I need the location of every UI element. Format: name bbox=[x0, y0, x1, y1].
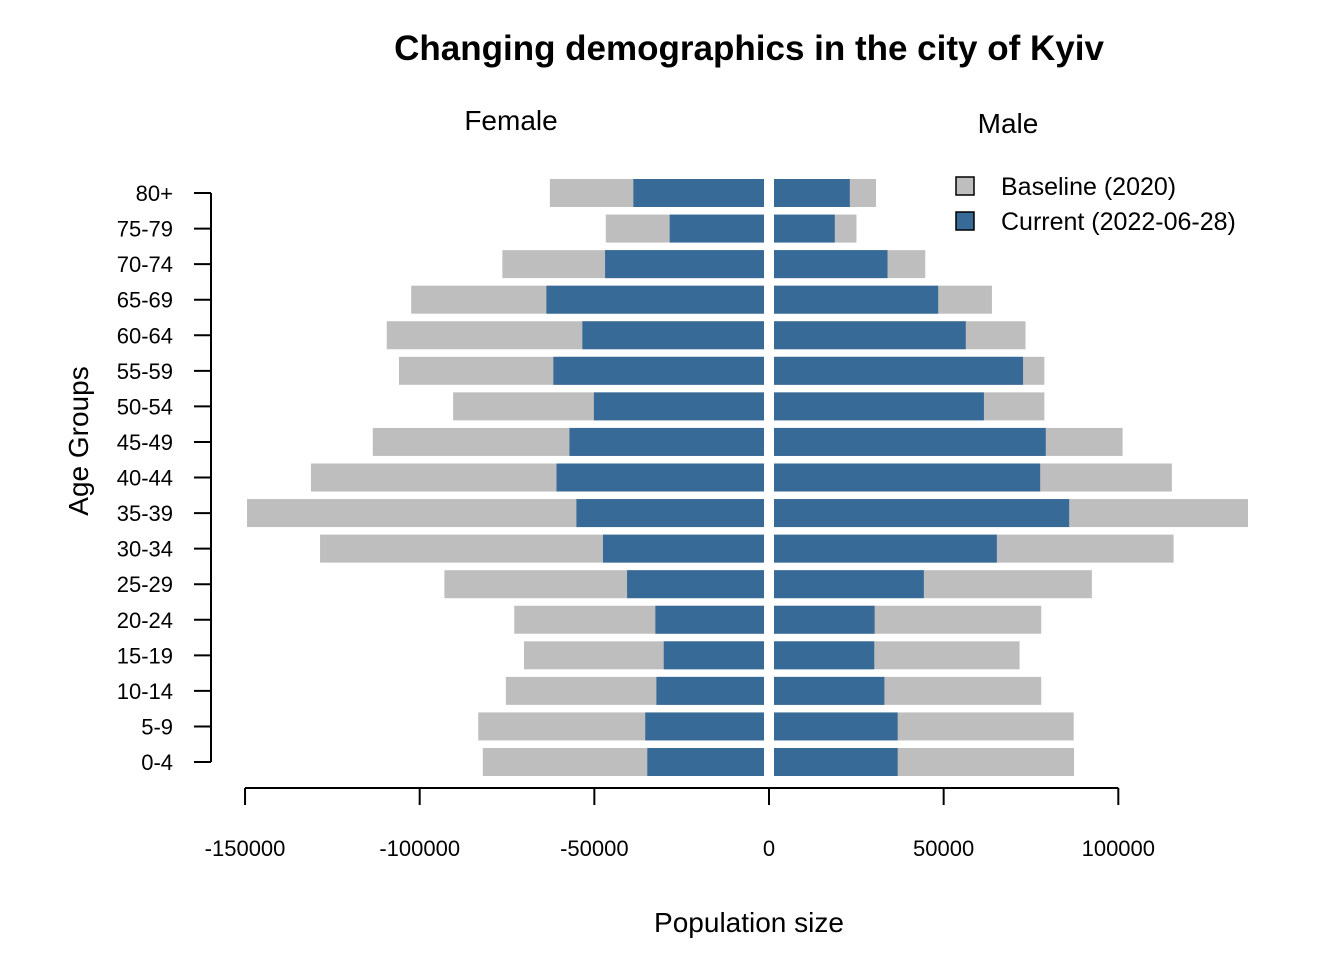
y-axis: 0-4 5-9 10-14 15-19 20-24 25-29 30-34 35-39 40-4… bbox=[117, 181, 212, 775]
bar-female-65-69 bbox=[546, 285, 764, 314]
x-tick-label: -150000 bbox=[205, 836, 286, 861]
bar-female-15-19 bbox=[663, 641, 764, 670]
y-tick-label: 50-54 bbox=[117, 394, 173, 419]
bar-male-5-9 bbox=[774, 712, 898, 741]
bar-female-35-39 bbox=[576, 499, 764, 528]
y-tick-label: 15-19 bbox=[117, 643, 173, 668]
series-current bbox=[546, 179, 1070, 776]
bar-female-55-59 bbox=[553, 356, 764, 385]
bar-female-30-34 bbox=[602, 534, 764, 563]
panel-label-male: Male bbox=[978, 108, 1039, 139]
y-tick-label: 35-39 bbox=[117, 501, 173, 526]
y-tick-label: 5-9 bbox=[141, 714, 173, 739]
x-tick-label: 50000 bbox=[913, 836, 974, 861]
y-tick-label: 30-34 bbox=[117, 537, 173, 562]
bar-male-80+ bbox=[774, 179, 850, 207]
bar-female-45-49 bbox=[569, 427, 764, 456]
legend-swatch bbox=[955, 176, 975, 196]
bar-male-45-49 bbox=[774, 427, 1046, 456]
bar-male-0-4 bbox=[774, 748, 898, 776]
y-tick-label: 75-79 bbox=[117, 217, 173, 242]
y-tick-label: 80+ bbox=[136, 181, 173, 206]
bar-male-50-54 bbox=[774, 392, 984, 421]
y-tick-label: 45-49 bbox=[117, 430, 173, 455]
bar-male-15-19 bbox=[774, 641, 875, 670]
bar-male-10-14 bbox=[774, 676, 885, 705]
y-tick-label: 0-4 bbox=[141, 750, 173, 775]
bar-male-60-64 bbox=[774, 321, 966, 350]
bar-female-80+ bbox=[633, 179, 764, 207]
y-tick-label: 10-14 bbox=[117, 679, 173, 704]
bar-male-30-34 bbox=[774, 534, 997, 563]
bar-female-50-54 bbox=[593, 392, 764, 421]
x-tick-label: -50000 bbox=[560, 836, 629, 861]
bar-male-65-69 bbox=[774, 285, 939, 314]
bar-female-70-74 bbox=[605, 250, 764, 279]
y-tick-label: 70-74 bbox=[117, 252, 173, 277]
y-tick-label: 60-64 bbox=[117, 323, 173, 348]
bar-female-75-79 bbox=[669, 214, 764, 243]
x-axis: -150000 -100000 -50000 0 50000 100000 bbox=[205, 787, 1155, 861]
y-tick-label: 65-69 bbox=[117, 288, 173, 313]
y-tick-label: 55-59 bbox=[117, 359, 173, 384]
bar-male-40-44 bbox=[774, 463, 1041, 492]
y-tick-label: 40-44 bbox=[117, 466, 173, 491]
bar-female-10-14 bbox=[656, 676, 764, 705]
legend-label: Baseline (2020) bbox=[1001, 173, 1176, 201]
bar-male-55-59 bbox=[774, 356, 1024, 385]
x-tick-label: -100000 bbox=[379, 836, 460, 861]
x-axis-title: Population size bbox=[654, 907, 844, 938]
bar-female-60-64 bbox=[582, 321, 764, 350]
bar-male-75-79 bbox=[774, 214, 835, 243]
y-tick-label: 20-24 bbox=[117, 608, 173, 633]
bar-female-25-29 bbox=[627, 570, 764, 599]
panel-label-female: Female bbox=[464, 105, 557, 136]
y-axis-title: Age Groups bbox=[63, 366, 94, 515]
x-tick-label: 0 bbox=[763, 836, 775, 861]
bar-female-0-4 bbox=[647, 748, 764, 776]
bar-female-20-24 bbox=[655, 605, 764, 634]
bars-group bbox=[247, 179, 1249, 776]
bar-male-35-39 bbox=[774, 499, 1070, 528]
bar-male-25-29 bbox=[774, 570, 924, 599]
x-tick-label: 100000 bbox=[1082, 836, 1155, 861]
legend-swatch bbox=[955, 211, 975, 231]
y-tick-label: 25-29 bbox=[117, 572, 173, 597]
chart-title: Changing demographics in the city of Kyi… bbox=[394, 29, 1104, 68]
legend: Baseline (2020) Current (2022-06-28) bbox=[955, 173, 1236, 236]
legend-label: Current (2022-06-28) bbox=[1001, 208, 1236, 236]
bar-female-40-44 bbox=[556, 463, 764, 492]
bar-female-5-9 bbox=[645, 712, 764, 741]
bar-male-70-74 bbox=[774, 250, 888, 279]
bar-male-20-24 bbox=[774, 605, 875, 634]
